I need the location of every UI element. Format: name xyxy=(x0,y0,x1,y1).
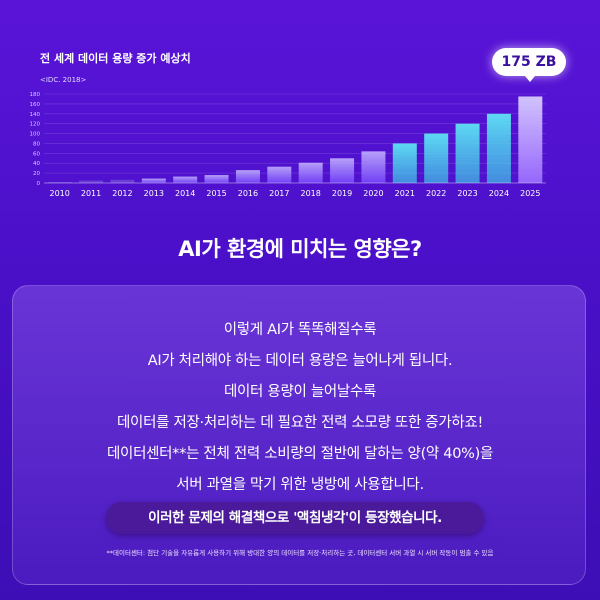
x-tick-label: 2013 xyxy=(144,189,164,198)
y-tick-label: 80 xyxy=(33,141,40,147)
bar-2022 xyxy=(424,133,449,183)
y-tick-label: 140 xyxy=(30,112,41,118)
y-tick-label: 0 xyxy=(37,181,41,187)
x-tick-label: 2014 xyxy=(175,189,195,198)
y-tick-label: 160 xyxy=(30,102,41,108)
bar-2023 xyxy=(455,123,480,183)
chart-title: 전 세계 데이터 용량 증가 예상치 xyxy=(40,52,191,65)
bar-2024 xyxy=(486,113,511,183)
bar-2012 xyxy=(110,179,135,183)
x-tick-label: 2016 xyxy=(238,189,258,198)
y-tick-label: 60 xyxy=(33,151,40,157)
bar-2018 xyxy=(298,162,323,183)
bar-2011 xyxy=(79,180,104,183)
bar-2010 xyxy=(47,182,72,183)
y-tick-label: 40 xyxy=(33,161,40,167)
x-tick-label: 2011 xyxy=(81,189,101,198)
x-tick-label: 2012 xyxy=(112,189,132,198)
footnote: **데이터센터: 첨단 기술을 자유롭게 사용하기 위해 방대한 양의 데이터를… xyxy=(106,549,494,557)
annotation-badge: 175 ZB xyxy=(492,48,566,82)
bar-2017 xyxy=(267,166,292,183)
y-tick-label: 180 xyxy=(30,92,41,98)
body-line-4: 데이터를 저장·처리하는 데 필요한 전력 소모량 또한 증가하죠! xyxy=(117,415,483,431)
x-tick-label: 2019 xyxy=(332,189,352,198)
body-line-2: AI가 처리해야 하는 데이터 용량은 늘어나게 됩니다. xyxy=(147,353,453,369)
x-tick-label: 2021 xyxy=(395,189,415,198)
bar-chart: 0 20 40 60 80 100 120 140 160 180 2010 2011 2012 2013… xyxy=(30,92,546,198)
x-tick-label: 2025 xyxy=(520,189,540,198)
bar-2014 xyxy=(173,176,198,183)
x-tick-label: 2020 xyxy=(363,189,383,198)
x-tick-label: 2017 xyxy=(269,189,289,198)
highlight-callout: 이러한 문제의 해결책으로 '액침냉각'이 등장했습니다. xyxy=(106,502,484,534)
x-tick-label: 2024 xyxy=(489,189,509,198)
bar-2016 xyxy=(235,170,260,183)
x-tick-label: 2023 xyxy=(457,189,477,198)
bar-2021 xyxy=(392,143,417,183)
y-tick-label: 20 xyxy=(33,171,40,177)
bar-2015 xyxy=(204,175,229,183)
x-tick-label: 2015 xyxy=(206,189,226,198)
x-tick-label: 2018 xyxy=(301,189,321,198)
x-tick-label: 2022 xyxy=(426,189,446,198)
y-tick-label: 120 xyxy=(30,122,41,128)
chart-source: <IDC. 2018> xyxy=(40,76,87,84)
y-tick-label: 100 xyxy=(30,132,41,138)
info-panel xyxy=(12,285,586,585)
bar-2013 xyxy=(141,178,166,183)
bar-2019 xyxy=(330,158,355,183)
bar-2020 xyxy=(361,151,386,183)
x-tick-label: 2010 xyxy=(50,189,70,198)
bar-2025 xyxy=(518,96,543,183)
body-line-1: 이렇게 AI가 똑똑해질수록 xyxy=(223,322,377,338)
body-line-6: 서버 과열을 막기 위한 냉방에 사용합니다. xyxy=(176,477,424,493)
body-line-5: 데이터센터**는 전체 전력 소비량의 절반에 달하는 양(약 40%)을 xyxy=(106,446,494,462)
body-line-3: 데이터 용량이 늘어날수록 xyxy=(223,384,377,400)
headline: AI가 환경에 미치는 영향은? xyxy=(178,237,422,261)
